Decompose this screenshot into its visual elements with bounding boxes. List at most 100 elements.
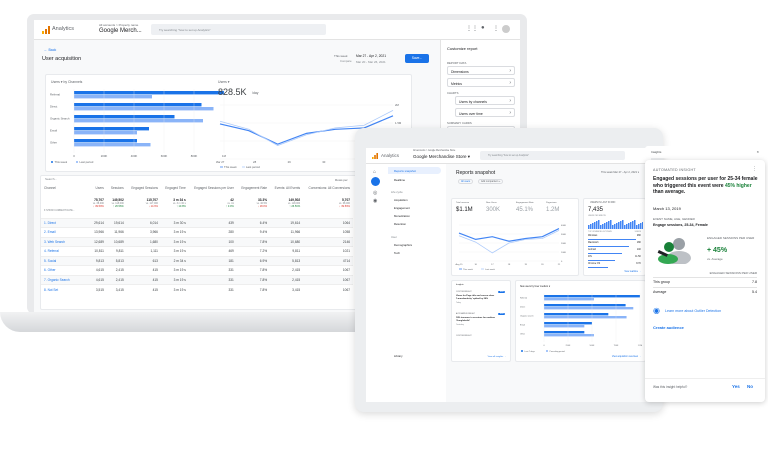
breadcrumb[interactable]: All accounts > Google Merchandise Store [413, 150, 456, 152]
more-icon[interactable]: ⋮ [752, 166, 757, 172]
channel-link[interactable]: Web Search [47, 239, 66, 244]
property-selector[interactable]: Google Merch... [99, 28, 142, 34]
channel-link[interactable]: Other [47, 268, 56, 273]
table-row[interactable]: 6. Other 4,615 2,415 415 3 m 19 s 331 7.8% 2,41… [41, 265, 353, 276]
row-rank: 3. [44, 239, 47, 244]
column-header[interactable]: Channel [44, 186, 56, 190]
channel-cell[interactable]: 7. Organic Search [41, 275, 89, 285]
kpi-label[interactable]: Total revenue [456, 202, 470, 204]
table-search-input[interactable]: Search... [45, 177, 58, 181]
breadcrumb[interactable]: All accounts > Property name [99, 23, 139, 27]
table-row[interactable]: 8. Not Set 3,515 3,415 415 3 m 19 s 331 7.8% 3,… [41, 284, 353, 295]
property-selector[interactable]: Google Merchandise Store ▾ [413, 154, 471, 159]
column-header[interactable]: Engagement Rate [241, 186, 268, 190]
nav-lifecycle[interactable]: Life cycle [391, 190, 403, 194]
insight-headline: Engaged sessions per user for 25-34 fema… [653, 176, 759, 196]
nav-library[interactable]: Library [394, 354, 403, 358]
group-label: Average [653, 290, 667, 294]
table-row[interactable]: 4. Referral 10,811 9,811 1,111 3 m 19 s 469 7.… [41, 246, 353, 257]
explore-icon[interactable]: ◎ [373, 190, 378, 196]
table-row[interactable]: 7. Organic Search 4,615 2,415 415 3 m 19 s 33… [41, 275, 353, 285]
insight-text[interactable]: 18% increase in sessions for medium 'Goo… [456, 317, 495, 322]
table-row[interactable]: 1. Direct 29,614 19,614 6,014 3 m 30 s 439 6.4… [41, 218, 353, 228]
channel-cell[interactable]: 2. Email [41, 228, 89, 238]
rows-per-page-selector[interactable]: Rows per [335, 177, 348, 182]
chart-item-users-over-time[interactable]: Users over time › [455, 108, 515, 117]
home-icon[interactable]: ⌂ [373, 169, 377, 175]
save-button[interactable]: Save... [405, 54, 429, 63]
more-icon[interactable]: ⋮ [493, 26, 499, 32]
all-users-chip[interactable]: All users [458, 179, 474, 184]
bar-chart-title[interactable]: Users ▾ by Channels [51, 80, 83, 84]
channel-link[interactable]: Email [47, 230, 56, 235]
table-cell: 3 m 19 s [173, 277, 186, 282]
channel-cell[interactable]: 3. Web Search [41, 237, 89, 247]
back-link[interactable]: ← Back [44, 48, 57, 52]
column-header[interactable]: Users [95, 186, 104, 190]
table-cell: 613 [152, 258, 158, 263]
total-change: ↑ 26.56% [112, 205, 124, 208]
nav-tech[interactable]: Tech [394, 251, 400, 255]
channel-cell[interactable]: 8. Not Set [41, 285, 89, 295]
view-realtime-link[interactable]: View realtime → [624, 271, 641, 273]
table-row[interactable]: 2. Email 13,966 11,966 3,966 3 m 19 s 280 9.4%… [41, 227, 353, 238]
column-header[interactable]: Engaged Sessions [131, 186, 158, 190]
channel-cell[interactable]: 4. Referral [41, 247, 89, 257]
nav-engagement[interactable]: Engagement [394, 206, 410, 210]
learn-more-link[interactable]: Learn more about Outlier Detection [665, 309, 722, 313]
kpi-label[interactable]: Pageviews [546, 202, 557, 204]
add-comparison-chip[interactable]: Add comparison + [478, 179, 504, 184]
reports-icon[interactable] [371, 177, 380, 186]
line-chart-title[interactable]: Users ▾ [218, 80, 230, 84]
view-acquisition-link[interactable]: View acquisition overview → [611, 356, 641, 358]
date-range[interactable]: This week Mar 27 - Apr 2, 2021 ▾ [601, 171, 640, 174]
table-cell: 12,689 [94, 239, 104, 244]
channel-link[interactable]: Referral [47, 249, 59, 254]
column-header[interactable]: Events: All Events [274, 186, 301, 190]
channel-cell[interactable]: 1. Direct [41, 218, 89, 228]
search-input[interactable]: Try searching "how to set up Analytics" [151, 24, 326, 35]
table-row[interactable]: 3. Web Search 12,689 10,689 1,680 3 m 19 s 10… [41, 237, 353, 247]
help-icon[interactable]: ● [481, 25, 485, 31]
apps-icon[interactable]: ⋮⋮ [466, 26, 478, 32]
nav-user[interactable]: User [391, 235, 397, 239]
yes-button[interactable]: Yes [732, 384, 740, 389]
medium-chart-title[interactable]: New users by User medium ▾ [520, 286, 550, 288]
channel-cell[interactable]: 5. Social [41, 256, 89, 266]
date-range[interactable]: Mar 27 - Apr 2, 2021 [356, 54, 387, 58]
channel-link[interactable]: Direct [47, 220, 56, 225]
channel-cell[interactable]: 6. Other [41, 266, 89, 276]
column-header[interactable]: Engaged Time [165, 186, 186, 190]
dimensions-item[interactable]: Dimensions › [447, 66, 515, 75]
nav-retention[interactable]: Retention [394, 222, 406, 226]
nav-acquisition[interactable]: Acquisition [394, 198, 408, 202]
search-input[interactable]: Try searching "how to set up Analytics" [480, 151, 625, 160]
advertising-icon[interactable]: ◉ [373, 198, 378, 204]
nav-monetization[interactable]: Monetization [394, 214, 410, 218]
minute-bar [600, 225, 602, 229]
column-header[interactable]: Engaged Sessions per User [194, 186, 234, 190]
nav-demographics[interactable]: Demographics [394, 243, 413, 247]
channel-link[interactable]: Not Set [47, 287, 59, 292]
compare-range: Mar 20 - Mar 26, 2021 [356, 59, 386, 64]
view-all-insights-link[interactable]: View all insights → [487, 356, 506, 358]
channel-link[interactable]: Social [47, 258, 57, 263]
no-button[interactable]: No [747, 384, 753, 389]
kpi-label[interactable]: New Users [486, 202, 497, 204]
metrics-item[interactable]: Metrics › [447, 78, 515, 87]
column-header[interactable]: Conversions: All Conversions [308, 186, 350, 190]
chart-item-users-by-channels[interactable]: Users by channels › [455, 96, 515, 105]
column-header[interactable]: Sessions [110, 186, 124, 190]
create-audience-link[interactable]: Create audience [653, 325, 684, 330]
nav-reports-snapshot[interactable]: Reports snapshot [388, 167, 441, 174]
table-row[interactable]: 5. Social 9,813 5,813 613 2 m 34 s 181 6.9% 5,8… [41, 256, 353, 266]
kpi-label[interactable]: Engagement Rate [516, 202, 534, 204]
channel-link[interactable]: Organic Search [47, 277, 70, 282]
table-cell: 7.8% [259, 287, 268, 292]
avatar[interactable] [502, 25, 510, 33]
nav-realtime[interactable]: Realtime [394, 178, 406, 182]
tablet-screen: Analytics All accounts > Google Merchand… [366, 148, 651, 402]
close-icon[interactable]: ✕ [756, 150, 759, 154]
insight-text[interactable]: Views for Page title and screen class 'L… [456, 295, 495, 300]
os-table-label: TOP OPERATING SYSTEMS [588, 231, 612, 233]
